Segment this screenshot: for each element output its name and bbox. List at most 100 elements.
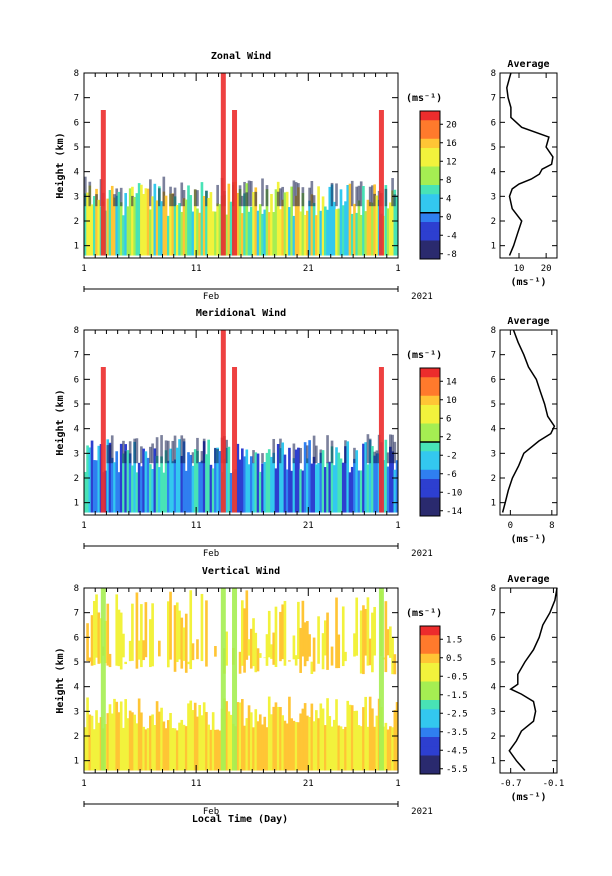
heatmap-cell bbox=[220, 588, 226, 771]
heatmap-cell bbox=[265, 727, 269, 771]
heatmap-cell bbox=[310, 703, 314, 771]
heatmap-cell bbox=[238, 189, 242, 256]
heatmap-cell bbox=[389, 446, 392, 513]
heatmap-cell bbox=[395, 460, 399, 513]
average-y-tick-label: 4 bbox=[491, 425, 496, 435]
colorbar-tick-label: -3.5 bbox=[446, 728, 468, 738]
heatmap-cell bbox=[153, 183, 157, 256]
heatmap-cell bbox=[364, 608, 367, 656]
heatmap-cell bbox=[249, 712, 253, 771]
colorbar-segment bbox=[420, 185, 440, 195]
heatmap-cell bbox=[279, 438, 282, 464]
heatmap-cell bbox=[160, 435, 163, 464]
heatmap-cell bbox=[95, 188, 98, 256]
average-x-label: (ms⁻¹) bbox=[510, 277, 546, 288]
heatmap-cell bbox=[211, 468, 215, 513]
heatmap-cell bbox=[175, 204, 179, 256]
heatmap-cell bbox=[241, 699, 244, 771]
heatmap-cell bbox=[166, 601, 170, 668]
y-tick-label: 2 bbox=[74, 732, 79, 742]
heatmap-cell bbox=[274, 189, 278, 256]
heatmap-cell bbox=[153, 725, 157, 771]
heatmap-cell bbox=[288, 447, 291, 513]
heatmap-cell bbox=[258, 653, 262, 658]
heatmap-cell bbox=[330, 184, 334, 256]
heatmap-cell bbox=[175, 602, 179, 662]
heatmap-cell bbox=[187, 185, 190, 256]
heatmap-cell bbox=[180, 182, 184, 207]
heatmap-cell bbox=[135, 592, 139, 669]
heatmap-cell bbox=[384, 185, 388, 256]
heatmap-cell bbox=[389, 726, 392, 771]
heatmap-cell bbox=[184, 470, 188, 513]
heatmap-cell bbox=[258, 714, 262, 771]
heatmap-cell bbox=[281, 186, 285, 207]
heatmap-cell bbox=[386, 208, 390, 256]
heatmap-cell bbox=[229, 714, 233, 771]
heatmap-cell bbox=[301, 193, 305, 256]
heatmap-cell bbox=[323, 206, 327, 256]
heatmap-cell bbox=[169, 712, 172, 771]
heatmap-cell bbox=[202, 195, 206, 256]
heatmap-cell bbox=[256, 648, 260, 672]
colorbar-segment bbox=[420, 506, 440, 517]
average-y-tick-label: 2 bbox=[491, 474, 496, 484]
heatmap-cell bbox=[335, 183, 338, 207]
heatmap-cell bbox=[149, 464, 152, 513]
heatmap-cell bbox=[375, 715, 379, 771]
heatmap-cell bbox=[164, 450, 168, 513]
colorbar-segment bbox=[420, 423, 440, 434]
heatmap-cell bbox=[202, 441, 206, 513]
heatmap-cell bbox=[256, 721, 260, 771]
colorbar-tick-label: -1.5 bbox=[446, 691, 468, 701]
heatmap-cell bbox=[211, 211, 215, 256]
heatmap-cell bbox=[216, 184, 219, 207]
year-label: 2021 bbox=[411, 292, 433, 302]
heatmap-cell bbox=[232, 588, 238, 771]
heatmap-cell bbox=[326, 435, 329, 464]
heatmap-cell bbox=[310, 181, 314, 207]
heatmap-cell bbox=[205, 712, 208, 771]
heatmap-cell bbox=[297, 447, 300, 513]
heatmap-cell bbox=[189, 590, 193, 670]
heatmap-cell bbox=[389, 626, 392, 658]
colorbar-segment bbox=[420, 395, 440, 406]
heatmap-cell bbox=[391, 727, 394, 771]
colorbar-segment bbox=[420, 737, 440, 747]
heatmap-cell bbox=[373, 184, 376, 256]
heatmap-cell bbox=[312, 435, 316, 464]
heatmap-cell bbox=[140, 712, 143, 771]
average-profile-line bbox=[506, 72, 554, 256]
colorbar-tick-label: 1.5 bbox=[446, 635, 462, 645]
colorbar-segment bbox=[420, 460, 440, 471]
heatmap-cell bbox=[326, 209, 329, 256]
heatmap-cell bbox=[303, 214, 307, 256]
heatmap-cell bbox=[270, 644, 273, 659]
colorbar-tick-label: -8 bbox=[446, 250, 457, 260]
heatmap-cell bbox=[375, 453, 379, 513]
heatmap-cell bbox=[124, 193, 128, 256]
heatmap-cell bbox=[326, 462, 329, 513]
y-tick-label: 3 bbox=[74, 192, 79, 202]
y-tick-label: 4 bbox=[74, 683, 79, 693]
heatmap-cell bbox=[294, 655, 298, 666]
heatmap-cell bbox=[191, 710, 195, 771]
heatmap-cell bbox=[245, 449, 249, 513]
heatmap-cell bbox=[200, 460, 204, 513]
y-tick-label: 8 bbox=[74, 584, 79, 594]
y-tick-label: 6 bbox=[74, 118, 79, 128]
heatmap-cell bbox=[158, 467, 161, 513]
heatmap-cell bbox=[258, 204, 262, 256]
heatmap-cell bbox=[366, 199, 370, 256]
heatmap-cell bbox=[265, 452, 269, 513]
heatmap-cell bbox=[301, 470, 305, 513]
heatmap-cell bbox=[207, 197, 210, 256]
heatmap-cell bbox=[100, 367, 106, 513]
heatmap-cell bbox=[229, 472, 233, 513]
heatmap-cell bbox=[86, 192, 89, 256]
heatmap-cell bbox=[171, 728, 175, 771]
y-tick-label: 2 bbox=[74, 474, 79, 484]
heatmap-cell bbox=[373, 451, 376, 464]
heatmap-cell bbox=[341, 462, 345, 513]
